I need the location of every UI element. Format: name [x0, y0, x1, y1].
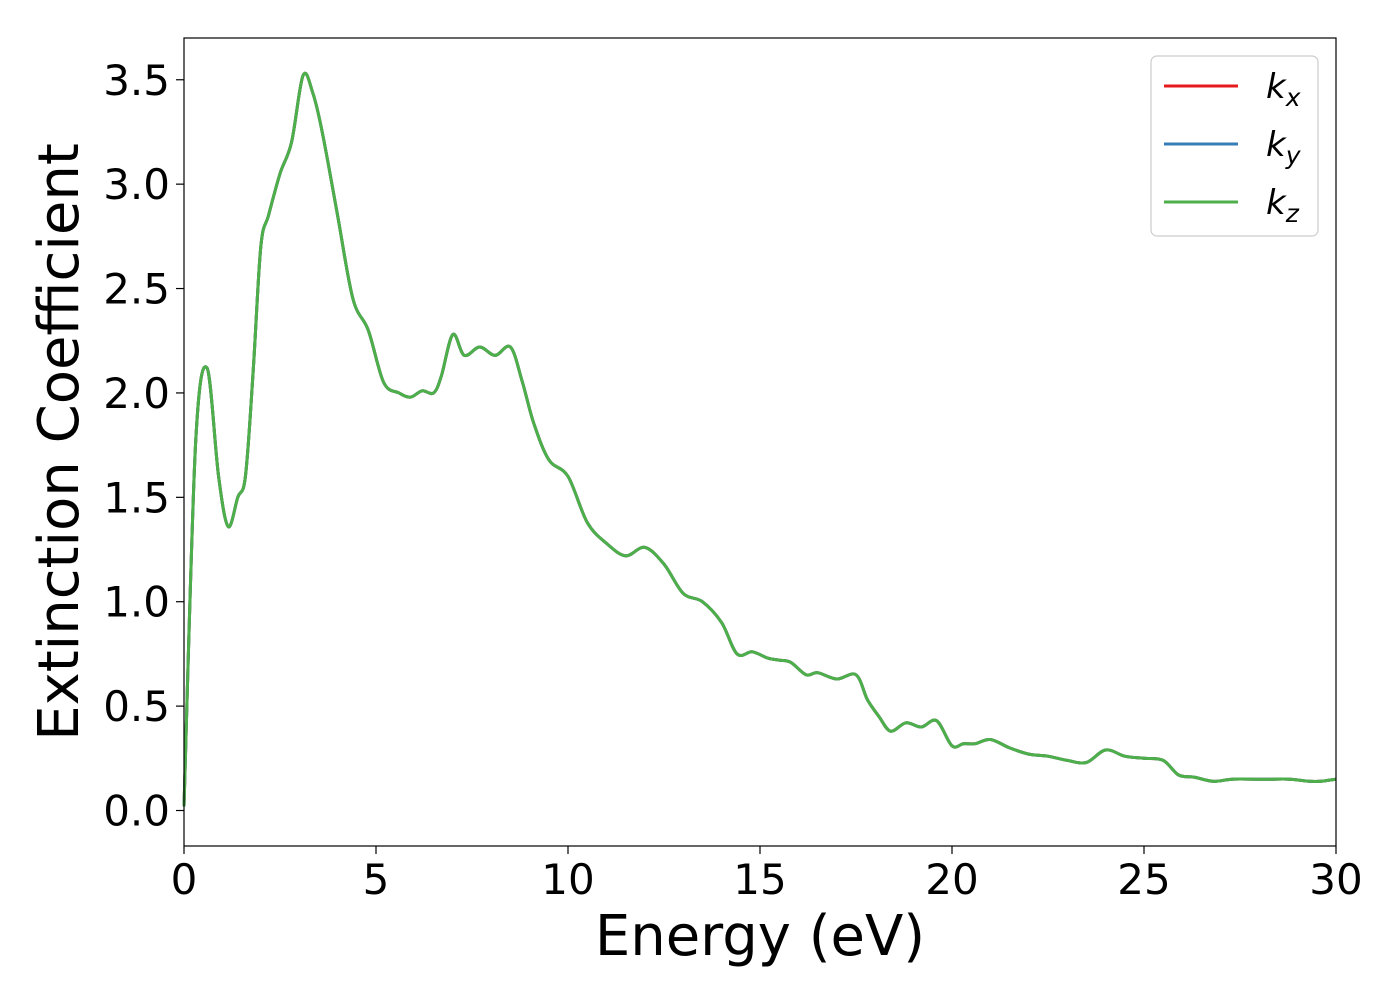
y-tick-label: 1.5 [103, 473, 170, 522]
x-tick-label: 15 [733, 855, 786, 904]
y-tick-label: 3.5 [103, 56, 170, 105]
legend-label-ky: ky [1266, 125, 1302, 170]
x-tick-label: 0 [171, 855, 198, 904]
y-tick-label: 2.5 [103, 265, 170, 314]
legend-label-kz: kz [1266, 183, 1300, 228]
y-axis-label: Extinction Coefficient [27, 143, 92, 741]
series-layer [182, 71, 1337, 807]
y-axis-ticks: 0.0 0.5 1.0 1.5 2.0 2.5 3.0 3.5 [103, 56, 184, 836]
x-tick-label: 25 [1117, 855, 1170, 904]
series-line-k-z [182, 71, 1337, 807]
x-tick-label: 5 [363, 855, 390, 904]
x-tick-label: 10 [541, 855, 594, 904]
x-tick-label: 30 [1309, 855, 1362, 904]
y-tick-label: 1.0 [103, 578, 170, 627]
legend-box [1150, 55, 1319, 237]
y-tick-label: 0.5 [103, 682, 170, 731]
y-tick-label: 2.0 [103, 369, 170, 418]
legend-label-kx: kx [1266, 67, 1301, 112]
legend: kx ky kz [1150, 55, 1319, 237]
x-tick-label: 20 [925, 855, 978, 904]
plot-frame [183, 37, 1337, 847]
y-tick-label: 3.0 [103, 160, 170, 209]
x-axis-ticks: 0 5 10 15 20 25 30 [171, 846, 1363, 904]
y-tick-label: 0.0 [103, 787, 170, 836]
x-axis-label: Energy (eV) [595, 904, 925, 969]
